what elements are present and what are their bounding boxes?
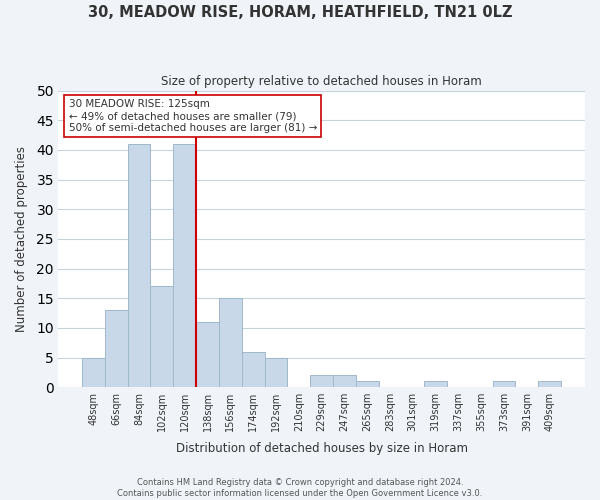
Bar: [356, 382, 379, 388]
Text: 30 MEADOW RISE: 125sqm
← 49% of detached houses are smaller (79)
50% of semi-det: 30 MEADOW RISE: 125sqm ← 49% of detached…: [68, 100, 317, 132]
Bar: [219, 298, 242, 388]
Bar: [493, 382, 515, 388]
Y-axis label: Number of detached properties: Number of detached properties: [15, 146, 28, 332]
Bar: [333, 376, 356, 388]
Title: Size of property relative to detached houses in Horam: Size of property relative to detached ho…: [161, 75, 482, 88]
Text: Contains HM Land Registry data © Crown copyright and database right 2024.
Contai: Contains HM Land Registry data © Crown c…: [118, 478, 482, 498]
Bar: [128, 144, 151, 388]
Bar: [424, 382, 447, 388]
Bar: [310, 376, 333, 388]
Bar: [173, 144, 196, 388]
Text: 30, MEADOW RISE, HORAM, HEATHFIELD, TN21 0LZ: 30, MEADOW RISE, HORAM, HEATHFIELD, TN21…: [88, 5, 512, 20]
Bar: [196, 322, 219, 388]
Bar: [151, 286, 173, 388]
Bar: [82, 358, 105, 388]
X-axis label: Distribution of detached houses by size in Horam: Distribution of detached houses by size …: [176, 442, 467, 455]
Bar: [538, 382, 561, 388]
Bar: [242, 352, 265, 388]
Bar: [265, 358, 287, 388]
Bar: [105, 310, 128, 388]
